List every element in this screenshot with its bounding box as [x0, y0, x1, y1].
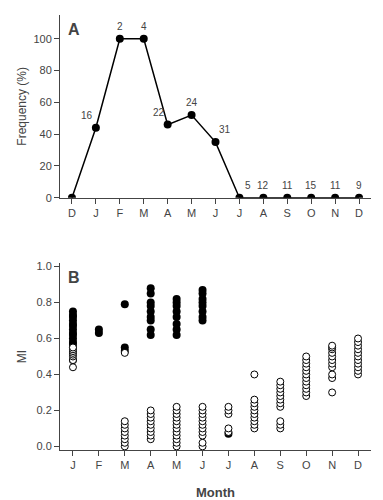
svg-text:9: 9	[356, 180, 362, 191]
svg-text:S: S	[284, 207, 291, 219]
svg-text:D: D	[355, 207, 363, 219]
svg-text:F: F	[116, 207, 123, 219]
svg-text:J: J	[226, 459, 232, 471]
svg-text:11: 11	[330, 180, 341, 191]
svg-text:20: 20	[40, 160, 52, 172]
svg-text:11: 11	[282, 180, 293, 191]
svg-text:5: 5	[245, 180, 251, 191]
svg-text:B: B	[68, 269, 80, 286]
svg-text:D: D	[354, 459, 362, 471]
svg-text:4: 4	[141, 21, 147, 32]
svg-text:MI: MI	[15, 350, 29, 363]
svg-text:D: D	[68, 207, 76, 219]
svg-text:J: J	[70, 459, 76, 471]
svg-text:M: M	[139, 207, 148, 219]
svg-text:M: M	[120, 459, 129, 471]
svg-text:2: 2	[117, 21, 123, 32]
svg-text:O: O	[307, 207, 316, 219]
svg-text:M: M	[172, 459, 181, 471]
svg-text:16: 16	[81, 110, 93, 121]
svg-text:0.8: 0.8	[37, 296, 52, 308]
svg-text:A: A	[164, 207, 172, 219]
svg-text:60: 60	[40, 96, 52, 108]
svg-text:A: A	[68, 21, 80, 38]
svg-text:80: 80	[40, 64, 52, 76]
svg-text:0.4: 0.4	[37, 368, 52, 380]
svg-text:Month: Month	[196, 485, 235, 500]
svg-text:0.2: 0.2	[37, 404, 52, 416]
svg-text:S: S	[277, 459, 284, 471]
svg-text:J: J	[237, 207, 243, 219]
svg-text:J: J	[200, 459, 206, 471]
svg-text:N: N	[328, 459, 336, 471]
svg-text:M: M	[187, 207, 196, 219]
svg-text:12: 12	[257, 180, 269, 191]
svg-text:O: O	[302, 459, 311, 471]
svg-text:22: 22	[153, 107, 165, 118]
svg-text:J: J	[93, 207, 99, 219]
svg-text:0: 0	[46, 192, 52, 204]
svg-text:A: A	[260, 207, 268, 219]
svg-text:J: J	[213, 207, 219, 219]
svg-text:0.6: 0.6	[37, 332, 52, 344]
svg-text:A: A	[147, 459, 155, 471]
svg-text:15: 15	[305, 180, 317, 191]
svg-text:24: 24	[186, 97, 198, 108]
svg-text:40: 40	[40, 128, 52, 140]
svg-text:F: F	[96, 459, 103, 471]
svg-text:0.0: 0.0	[37, 440, 52, 452]
svg-text:31: 31	[219, 124, 231, 135]
svg-text:Frequency (%): Frequency (%)	[15, 67, 29, 146]
svg-text:1.0: 1.0	[37, 260, 52, 272]
svg-text:N: N	[331, 207, 339, 219]
svg-text:A: A	[251, 459, 259, 471]
svg-text:100: 100	[33, 33, 51, 45]
